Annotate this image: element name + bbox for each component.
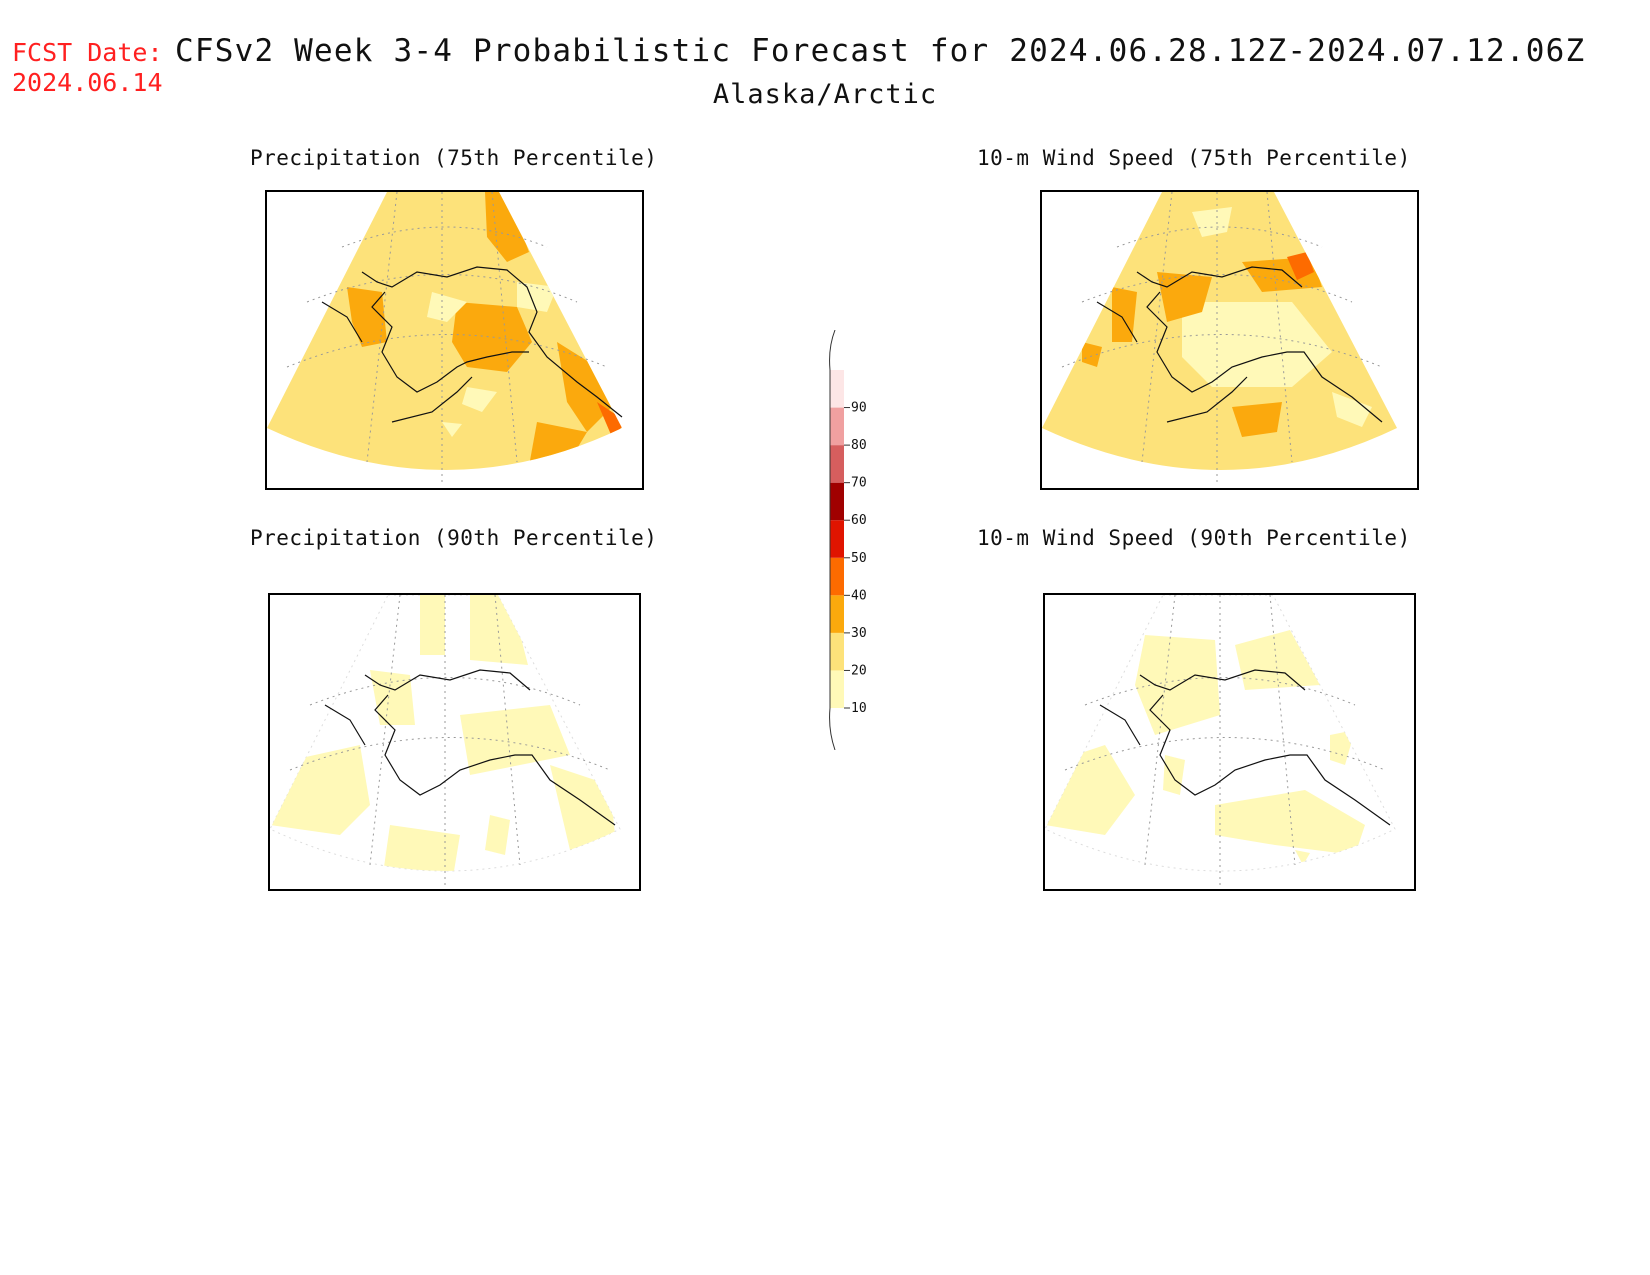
fill-10pct bbox=[370, 670, 415, 725]
legend-swatch bbox=[830, 445, 844, 483]
fill-30pct bbox=[1232, 402, 1282, 437]
legend-swatch bbox=[830, 482, 844, 521]
fill-10pct bbox=[1332, 392, 1372, 427]
fill-10pct bbox=[462, 387, 497, 412]
map-panel-precip75 bbox=[265, 190, 644, 490]
legend-swatch bbox=[830, 370, 844, 408]
fill-10pct bbox=[442, 422, 462, 437]
color-legend-labels: 10 20 30 40 50 60 70 80 90 bbox=[844, 401, 867, 716]
legend-swatch bbox=[830, 557, 844, 596]
coastline bbox=[1099, 704, 1141, 746]
legend-swatch bbox=[830, 595, 844, 633]
legend-swatch bbox=[830, 520, 844, 558]
map-panel-wind75 bbox=[1040, 190, 1419, 490]
coastline bbox=[324, 704, 366, 746]
panel-title-wind90: 10-m Wind Speed (90th Percentile) bbox=[977, 526, 1411, 550]
coastline bbox=[361, 266, 623, 418]
legend-tick-label: 20 bbox=[851, 663, 867, 678]
coastline bbox=[364, 669, 616, 826]
graticule bbox=[286, 192, 608, 482]
panel-title-wind75: 10-m Wind Speed (75th Percentile) bbox=[977, 146, 1411, 170]
fill-20pct-base bbox=[267, 192, 622, 470]
fill-10pct bbox=[1192, 207, 1232, 237]
map-wind90 bbox=[1045, 595, 1396, 885]
fill-30pct bbox=[1082, 342, 1102, 367]
fill-10pct bbox=[1215, 790, 1365, 855]
fill-30pct bbox=[1242, 472, 1272, 488]
map-precip75 bbox=[267, 192, 623, 482]
fill-10pct bbox=[427, 292, 467, 322]
fill-10pct bbox=[517, 282, 557, 312]
page-title: CFSv2 Week 3-4 Probabilistic Forecast fo… bbox=[175, 33, 1586, 69]
map-precip90 bbox=[270, 595, 621, 885]
fill-10pct bbox=[1235, 630, 1320, 690]
forecast-date-value: 2024.06.14 bbox=[12, 68, 163, 97]
fill-30pct bbox=[452, 302, 532, 372]
fill-10pct bbox=[470, 595, 528, 665]
coastline bbox=[1139, 669, 1391, 826]
graticule bbox=[1061, 192, 1383, 482]
panel-title-precip90: Precipitation (90th Percentile) bbox=[250, 526, 658, 550]
legend-tick-label: 30 bbox=[851, 626, 867, 641]
map-panel-precip90 bbox=[268, 593, 641, 891]
fill-40pct bbox=[597, 402, 622, 437]
coastline bbox=[1096, 301, 1248, 423]
fill-10pct bbox=[1295, 850, 1310, 865]
fill-10pct bbox=[1182, 302, 1332, 387]
legend-swatch bbox=[830, 670, 844, 708]
graticule bbox=[289, 595, 611, 885]
fill-30pct bbox=[1112, 287, 1137, 342]
legend-tick-label: 40 bbox=[851, 588, 867, 603]
color-legend-arrow-outline bbox=[829, 330, 836, 750]
legend-tick-label: 80 bbox=[851, 438, 867, 453]
fill-10pct bbox=[485, 815, 510, 855]
map-wind75 bbox=[1042, 192, 1397, 488]
fill-40pct bbox=[1287, 252, 1314, 280]
legend-tick-label: 70 bbox=[851, 476, 867, 491]
legend-tick-label: 50 bbox=[851, 551, 867, 566]
panel-title-precip75: Precipitation (75th Percentile) bbox=[250, 146, 658, 170]
fill-30pct bbox=[485, 192, 529, 262]
legend-swatch bbox=[830, 632, 844, 671]
legend-tick-label: 10 bbox=[851, 701, 867, 716]
region-subtitle: Alaska/Arctic bbox=[712, 79, 938, 110]
coastline bbox=[321, 301, 473, 423]
legend-tick-label: 90 bbox=[851, 401, 867, 416]
graticule bbox=[1064, 595, 1386, 885]
coastline bbox=[1136, 266, 1383, 423]
fill-30pct bbox=[527, 422, 587, 470]
fill-10pct bbox=[420, 595, 445, 655]
fill-10pct bbox=[380, 825, 460, 871]
legend-tick-label: 60 bbox=[851, 513, 867, 528]
forecast-date-label: FCST Date: bbox=[12, 38, 163, 67]
fill-10pct bbox=[1163, 755, 1185, 795]
legend-swatch bbox=[830, 407, 844, 446]
color-legend-boxes bbox=[830, 370, 844, 708]
fill-10pct bbox=[460, 705, 570, 775]
map-panel-wind90 bbox=[1043, 593, 1416, 891]
color-legend: 10 20 30 40 50 60 70 80 90 bbox=[829, 330, 867, 750]
